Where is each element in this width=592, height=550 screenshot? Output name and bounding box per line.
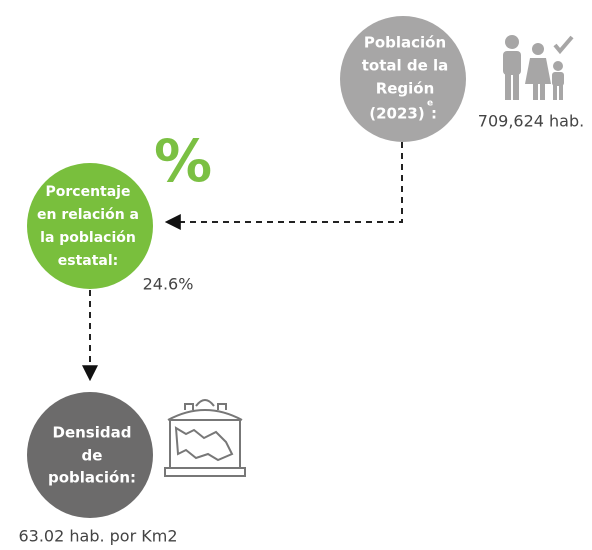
map-icon xyxy=(164,399,246,477)
percentage-circle xyxy=(27,163,153,289)
family-icon xyxy=(503,35,564,100)
node-value: 63.02 hab. por Km2 xyxy=(18,527,177,546)
node-label: total de la xyxy=(362,57,449,75)
percent-symbol: % xyxy=(154,127,212,195)
density-circle xyxy=(27,392,153,518)
node-label: Porcentaje xyxy=(46,184,131,200)
node-value: 24.6% xyxy=(143,275,194,294)
node-label: de xyxy=(82,447,103,465)
node-value: 709,624 hab. xyxy=(478,112,584,131)
node-label: Densidad xyxy=(53,424,132,442)
node-label: estatal: xyxy=(58,253,119,269)
node-label: Población xyxy=(364,34,446,52)
node-label: población: xyxy=(48,469,136,487)
node-label: la población xyxy=(40,230,136,246)
node-label: (2023) xyxy=(369,105,424,123)
connector-arrow xyxy=(164,142,403,230)
node-label: en relación a xyxy=(37,207,139,223)
node-label: : xyxy=(431,105,437,123)
node-label: Región xyxy=(376,80,435,98)
check-icon xyxy=(553,35,574,55)
superscript: e xyxy=(427,99,433,109)
population-circle xyxy=(340,16,466,142)
